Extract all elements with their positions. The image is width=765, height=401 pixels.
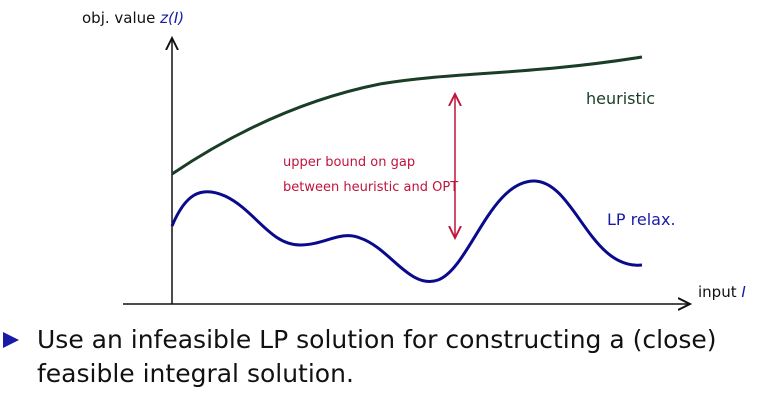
gap-annotation-line2: between heuristic and OPT <box>283 180 459 195</box>
gap-annotation-line1: upper bound on gap <box>283 155 416 170</box>
y-axis-label: obj. value z(I) <box>82 9 185 27</box>
x-axis-label: input I <box>698 283 746 301</box>
lp-relaxation-label: LP relax. <box>607 210 676 229</box>
lp-relaxation-curve <box>170 179 643 283</box>
bullet-item: Use an infeasible LP solution for constr… <box>3 323 748 391</box>
bullet-text: Use an infeasible LP solution for constr… <box>37 325 717 388</box>
heuristic-label: heuristic <box>586 89 655 108</box>
heuristic-curve <box>171 55 643 176</box>
triangle-bullet-icon <box>3 332 19 348</box>
